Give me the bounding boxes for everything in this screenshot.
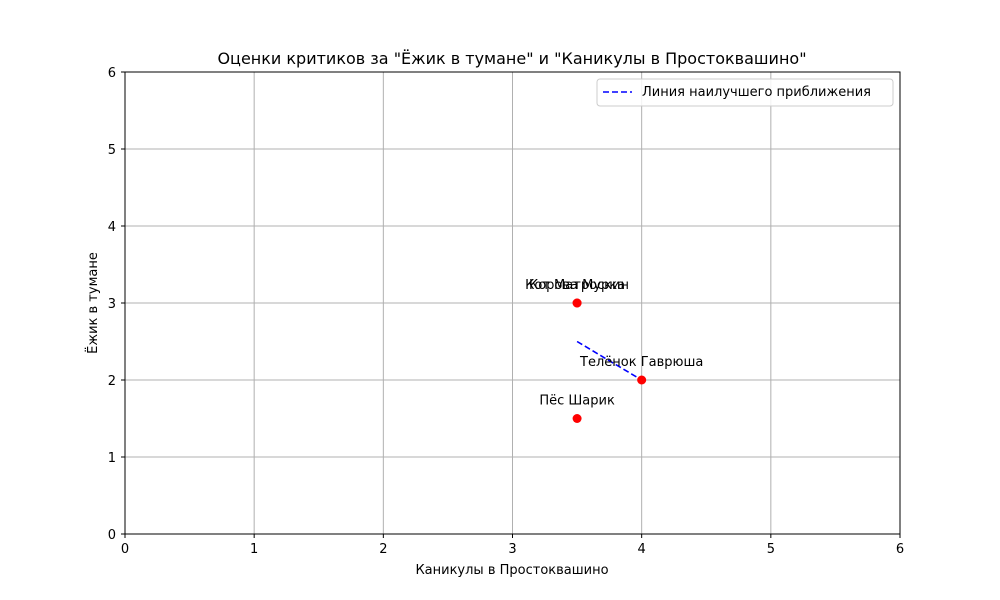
x-tick-label: 2 <box>379 542 387 557</box>
x-tick-label: 3 <box>508 542 516 557</box>
data-point <box>572 298 582 308</box>
legend: Линия наилучшего приближения <box>596 78 894 107</box>
data-point <box>637 375 647 385</box>
fit-line <box>576 340 643 381</box>
y-tick-label: 1 <box>108 451 116 466</box>
point-label: Пёс Шарик <box>539 394 615 409</box>
grid <box>124 71 901 535</box>
y-axis-title: Ёжик в тумане <box>85 252 101 354</box>
y-tick-label: 0 <box>108 528 116 543</box>
y-tick-label: 3 <box>108 297 116 312</box>
legend-label: Линия наилучшего приближения <box>642 85 871 100</box>
x-tick-label: 4 <box>638 542 646 557</box>
y-tick-label: 2 <box>108 374 116 389</box>
y-tick-label: 6 <box>108 66 116 81</box>
point-label: Кот Матроскин <box>525 278 629 293</box>
fit-line-layer <box>576 340 643 381</box>
x-tick-label: 0 <box>121 542 129 557</box>
x-tick-label: 5 <box>767 542 775 557</box>
point-label: Корова Мурка <box>529 278 625 293</box>
y-tick-label: 4 <box>108 220 116 235</box>
chart-title: Оценки критиков за "Ёжик в тумане" и "Ка… <box>217 49 806 68</box>
y-tick-label: 5 <box>108 143 116 158</box>
data-point <box>572 414 582 423</box>
x-tick-label: 6 <box>896 542 904 557</box>
axis-ticks: 0 1 2 3 4 5 6 0 1 2 3 4 5 6 <box>108 66 904 557</box>
x-axis-title: Каникулы в Простоквашино <box>415 563 608 578</box>
point-label: Телёнок Гаврюша <box>579 355 703 370</box>
legend-box <box>596 78 894 107</box>
x-tick-label: 1 <box>250 542 258 557</box>
